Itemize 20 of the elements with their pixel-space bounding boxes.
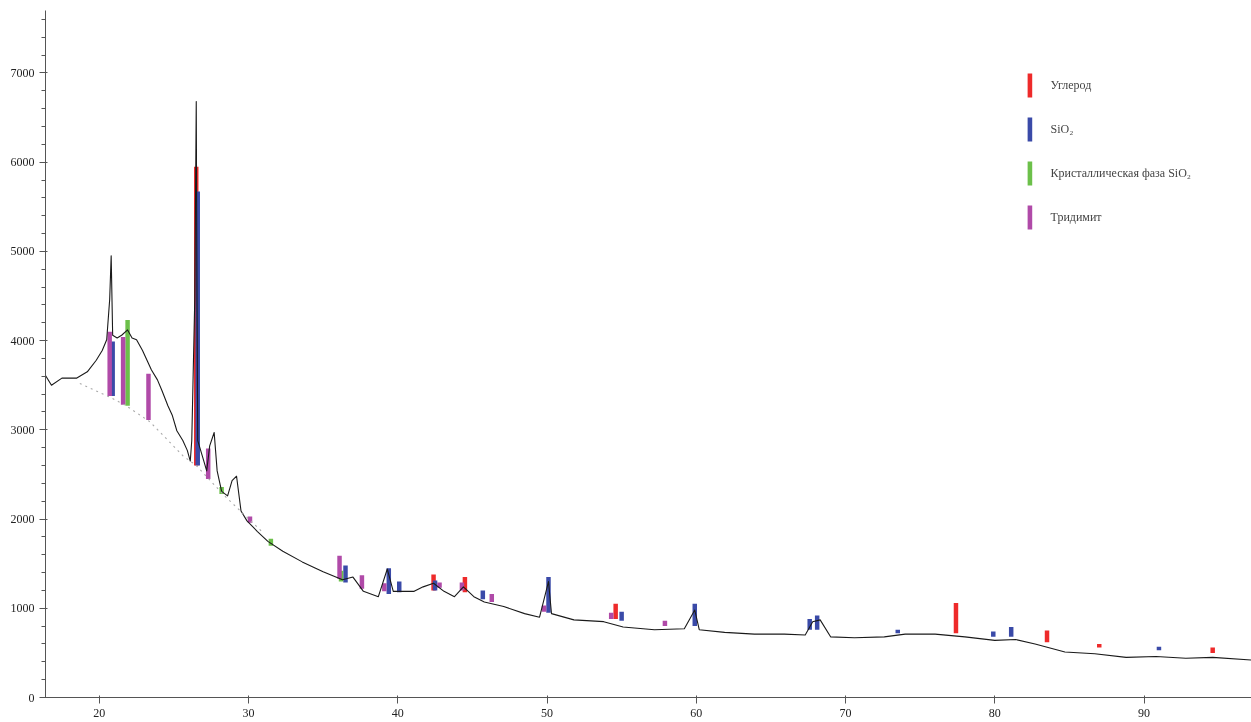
- x-tick-label: 40: [391, 705, 404, 720]
- x-tick-label: 90: [1138, 705, 1151, 720]
- y-tick-label: 5000: [10, 244, 35, 259]
- x-tick-label: 70: [839, 705, 852, 720]
- legend-label: Углерод: [1050, 77, 1092, 93]
- y-tick-label: 1000: [10, 601, 35, 616]
- x-tick-label: 80: [988, 705, 1001, 720]
- y-tick-label: 2000: [10, 512, 35, 527]
- legend-label: SiO₂: [1050, 121, 1074, 137]
- legend-label: Кристаллическая фаза SiO₂: [1050, 165, 1191, 181]
- y-tick-label: 4000: [10, 333, 35, 348]
- y-tick-label: 6000: [10, 155, 35, 170]
- y-tick-label: 0: [28, 690, 35, 705]
- x-tick-label: 60: [690, 705, 703, 720]
- legend-label: Тридимит: [1050, 209, 1102, 225]
- x-tick-label: 50: [541, 705, 553, 720]
- y-tick-label: 3000: [10, 422, 35, 437]
- x-tick-label: 30: [242, 705, 255, 720]
- x-tick-label: 20: [93, 705, 106, 720]
- y-tick-label: 7000: [10, 65, 35, 80]
